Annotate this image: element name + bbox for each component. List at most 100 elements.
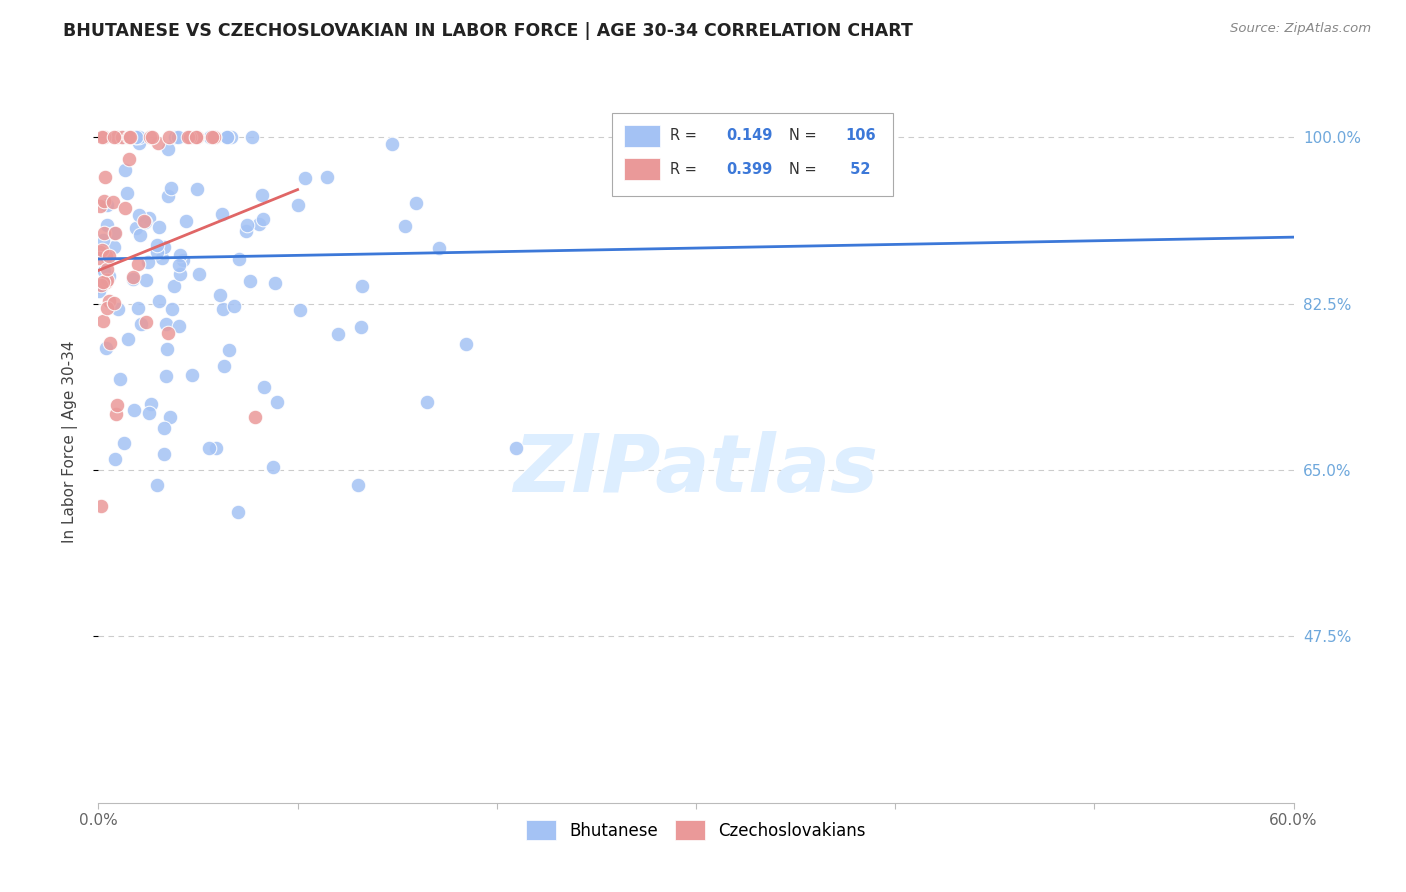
Point <box>217 130 239 145</box>
Point <box>156 142 179 156</box>
Point <box>163 130 186 145</box>
Point <box>104 226 127 240</box>
Point <box>163 278 186 293</box>
Point <box>160 181 183 195</box>
Text: BHUTANESE VS CZECHOSLOVAKIAN IN LABOR FORCE | AGE 30-34 CORRELATION CHART: BHUTANESE VS CZECHOSLOVAKIAN IN LABOR FO… <box>63 22 912 40</box>
Point <box>177 130 200 145</box>
Point <box>105 398 128 412</box>
Point <box>166 130 188 145</box>
Point <box>91 314 114 328</box>
Point <box>93 194 115 208</box>
Point <box>128 228 150 243</box>
Point <box>427 241 450 255</box>
Point <box>253 380 276 394</box>
Point <box>156 326 179 340</box>
Point <box>98 293 121 308</box>
Text: Source: ZipAtlas.com: Source: ZipAtlas.com <box>1230 22 1371 36</box>
Point <box>169 248 191 262</box>
Point <box>93 226 115 240</box>
Point <box>212 301 235 316</box>
Point <box>114 201 136 215</box>
Point <box>105 407 128 421</box>
Point <box>136 255 159 269</box>
Point <box>127 301 149 315</box>
Point <box>180 368 202 382</box>
Point <box>112 436 135 450</box>
Point <box>91 130 114 145</box>
Point <box>93 130 115 145</box>
Y-axis label: In Labor Force | Age 30-34: In Labor Force | Age 30-34 <box>62 340 77 543</box>
Point <box>169 258 191 272</box>
Point <box>91 275 114 289</box>
Point <box>157 130 180 145</box>
Point <box>132 213 155 227</box>
Point <box>91 244 114 258</box>
Point <box>186 130 208 145</box>
Text: 0.149: 0.149 <box>725 128 772 144</box>
Point <box>172 252 194 267</box>
Point <box>138 211 160 226</box>
Point <box>103 295 125 310</box>
Point <box>454 337 477 351</box>
Point <box>202 130 225 145</box>
Point <box>201 130 224 145</box>
Point <box>394 219 416 233</box>
Point <box>247 217 270 231</box>
Point <box>287 197 309 211</box>
Point <box>96 261 118 276</box>
Point <box>146 244 169 259</box>
Point <box>115 186 138 200</box>
Point <box>89 252 111 266</box>
Point <box>90 280 112 294</box>
Point <box>96 273 118 287</box>
Point <box>131 317 153 331</box>
Point <box>219 130 242 145</box>
Point <box>197 442 219 456</box>
Point <box>294 171 316 186</box>
Text: R =: R = <box>669 161 702 177</box>
Point <box>114 163 136 178</box>
Point <box>208 288 231 302</box>
Point <box>162 301 184 316</box>
Point <box>169 318 191 333</box>
Point <box>134 214 156 228</box>
Point <box>217 130 239 145</box>
Text: 106: 106 <box>845 128 876 144</box>
Point <box>155 317 177 331</box>
Point <box>240 130 263 145</box>
Point <box>315 169 337 184</box>
Point <box>226 505 249 519</box>
Point <box>211 207 233 221</box>
Point <box>121 272 143 286</box>
Point <box>326 326 349 341</box>
Text: N =: N = <box>789 128 821 144</box>
Point <box>117 332 139 346</box>
Point <box>186 181 208 195</box>
Point <box>117 130 139 145</box>
Point <box>150 251 173 265</box>
Point <box>117 130 139 145</box>
Point <box>135 273 157 287</box>
Point <box>96 301 118 315</box>
Point <box>94 341 117 355</box>
Point <box>91 233 114 247</box>
Point <box>125 130 148 145</box>
Point <box>94 170 117 185</box>
Point <box>179 130 201 145</box>
Point <box>103 240 125 254</box>
Point <box>250 188 273 202</box>
Point <box>148 294 170 309</box>
Point <box>118 130 141 145</box>
Legend: Bhutanese, Czechoslovakians: Bhutanese, Czechoslovakians <box>517 812 875 848</box>
Point <box>152 421 174 435</box>
Point <box>96 198 118 212</box>
Point <box>127 257 149 271</box>
Point <box>262 460 284 475</box>
Point <box>111 130 134 145</box>
Point <box>112 130 135 145</box>
Text: 0.399: 0.399 <box>725 161 772 177</box>
Point <box>122 403 145 417</box>
Point <box>381 136 404 151</box>
Point <box>90 278 112 293</box>
Point <box>98 336 121 351</box>
